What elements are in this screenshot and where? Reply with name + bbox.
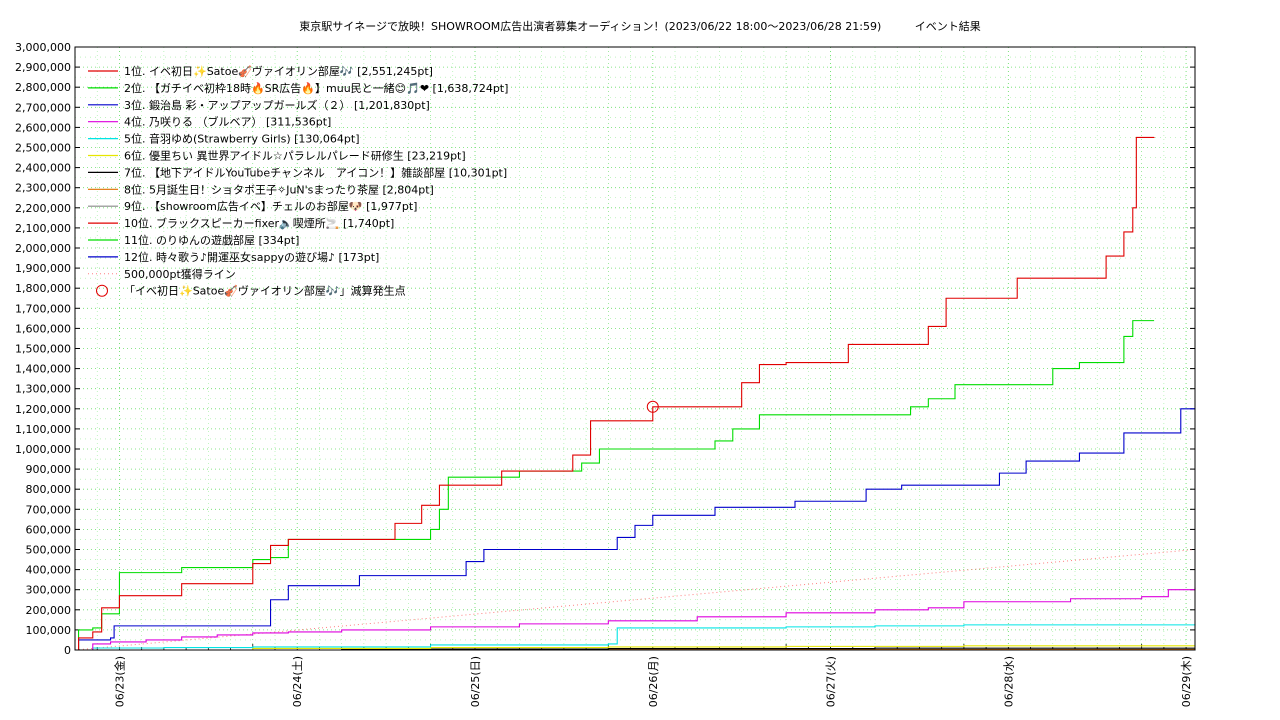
y-axis: 0 100,000 200,000 300,000 400,000 500,000 600,… xyxy=(15,41,1195,657)
y-tick-label: 1,200,000 xyxy=(15,403,71,416)
y-tick-label: 1,900,000 xyxy=(15,262,71,275)
chart-title-main: 東京駅サイネージで放映！SHOWROOM広告出演者募集オーディション！(2023… xyxy=(299,19,881,33)
y-tick-label: 1,300,000 xyxy=(15,383,71,396)
deduction-marker xyxy=(646,400,659,413)
y-tick-label: 500,000 xyxy=(26,544,72,557)
y-tick-label: 0 xyxy=(64,644,71,657)
grid xyxy=(75,46,1195,651)
y-tick-label: 2,000,000 xyxy=(15,242,71,255)
y-tick-label: 1,800,000 xyxy=(15,282,71,295)
x-tick-label: 06/26(月) xyxy=(647,656,660,707)
y-tick-label: 3,000,000 xyxy=(15,41,71,54)
y-tick-label: 2,600,000 xyxy=(15,121,71,134)
legend-entry: 6位. 優里ちい 異世界アイドル☆パラレルパレード研修生 [23,219pt] xyxy=(124,149,466,163)
x-tick-label: 06/23(金) xyxy=(112,656,126,707)
x-tick-label: 06/28(水) xyxy=(1002,656,1015,707)
x-tick-label: 06/24(土) xyxy=(291,656,304,707)
legend: 1位. イベ初日✨Satoe🎻ヴァイオリン部屋🎶 [2,551,245pt] 2位… xyxy=(88,64,508,298)
y-tick-label: 2,800,000 xyxy=(15,81,71,94)
y-tick-label: 1,700,000 xyxy=(15,302,71,315)
y-tick-label: 1,400,000 xyxy=(15,363,71,376)
y-tick-label: 2,100,000 xyxy=(15,222,71,235)
series-line xyxy=(75,408,1196,651)
y-tick-label: 600,000 xyxy=(26,523,72,536)
y-tick-label: 800,000 xyxy=(26,483,72,496)
legend-entry: 2位. 【ガチイベ初枠18時🔥SR広告🔥】muu民と一緒😊🎵❤ [1,638,7… xyxy=(124,81,508,95)
x-axis: 06/23(金) 06/24(土) 06/25(日) 06/26(月) 06/27(火)… xyxy=(96,644,1193,707)
y-tick-label: 2,400,000 xyxy=(15,162,71,175)
y-tick-label: 2,200,000 xyxy=(15,202,71,215)
y-tick-label: 2,900,000 xyxy=(15,61,71,74)
legend-entry: 3位. 鍛治島 彩・アップアップガールズ（２） [1,201,830pt] xyxy=(124,98,430,112)
y-tick-label: 700,000 xyxy=(26,503,72,516)
y-tick-label: 2,700,000 xyxy=(15,101,71,114)
y-tick-label: 2,300,000 xyxy=(15,182,71,195)
legend-entry: 4位. 乃咲りる （ブルベア） [311,536pt] xyxy=(124,115,331,129)
legend-entry: 5位. 音羽ゆめ(Strawberry Girls) [130,064pt] xyxy=(124,132,360,146)
chart-title: 東京駅サイネージで放映！SHOWROOM広告出演者募集オーディション！(2023… xyxy=(299,19,981,33)
series-line xyxy=(75,587,1196,651)
legend-entry: 「イベ初日✨Satoe🎻ヴァイオリン部屋🎶」減算発生点 xyxy=(124,284,406,298)
plot-frame xyxy=(74,46,1196,651)
y-tick-label: 300,000 xyxy=(26,584,72,597)
y-tick-label: 1,500,000 xyxy=(15,343,71,356)
legend-entry: 11位. のりゆんの遊戯部屋 [334pt] xyxy=(124,233,299,247)
series-line xyxy=(75,136,1155,651)
legend-entry: 9位. 【showroom広告イベ】チェルのお部屋🐶 [1,977pt] xyxy=(124,199,417,213)
legend-entry: 7位. 【地下アイドルYouTubeチャンネル アイコン！】雑談部屋 [10,3… xyxy=(124,165,507,179)
y-tick-label: 2,500,000 xyxy=(15,142,71,155)
series-line xyxy=(75,645,1196,651)
x-tick-label: 06/25(日) xyxy=(469,656,482,707)
y-tick-label: 1,600,000 xyxy=(15,322,71,335)
series-lines xyxy=(74,136,1196,651)
series-line xyxy=(75,623,1196,651)
legend-entry: 10位. ブラックスピーカーfixer🔈喫煙所🚬 [1,740pt] xyxy=(124,216,394,230)
y-tick-label: 400,000 xyxy=(26,564,72,577)
y-tick-label: 1,100,000 xyxy=(15,423,71,436)
y-tick-label: 100,000 xyxy=(26,624,72,637)
y-tick-label: 900,000 xyxy=(26,463,72,476)
y-tick-label: 200,000 xyxy=(26,604,72,617)
x-tick-label: 06/27(火) xyxy=(825,656,838,707)
x-tick-label: 06/29(木) xyxy=(1180,656,1193,707)
legend-entry: 500,000pt獲得ライン xyxy=(124,268,236,281)
legend-entry: 1位. イベ初日✨Satoe🎻ヴァイオリン部屋🎶 [2,551,245pt] xyxy=(124,64,433,78)
legend-marker xyxy=(96,284,108,297)
chart-subtitle: イベント結果 xyxy=(915,19,981,33)
legend-entry: 12位. 時々歌う♪開運巫女sappyの遊び場♪ [173pt] xyxy=(124,250,379,264)
legend-entry: 8位. 5月誕生日！ショタボ王子✧JuN'sまったり茶屋 [2,804pt] xyxy=(124,182,434,196)
y-tick-label: 1,000,000 xyxy=(15,443,71,456)
